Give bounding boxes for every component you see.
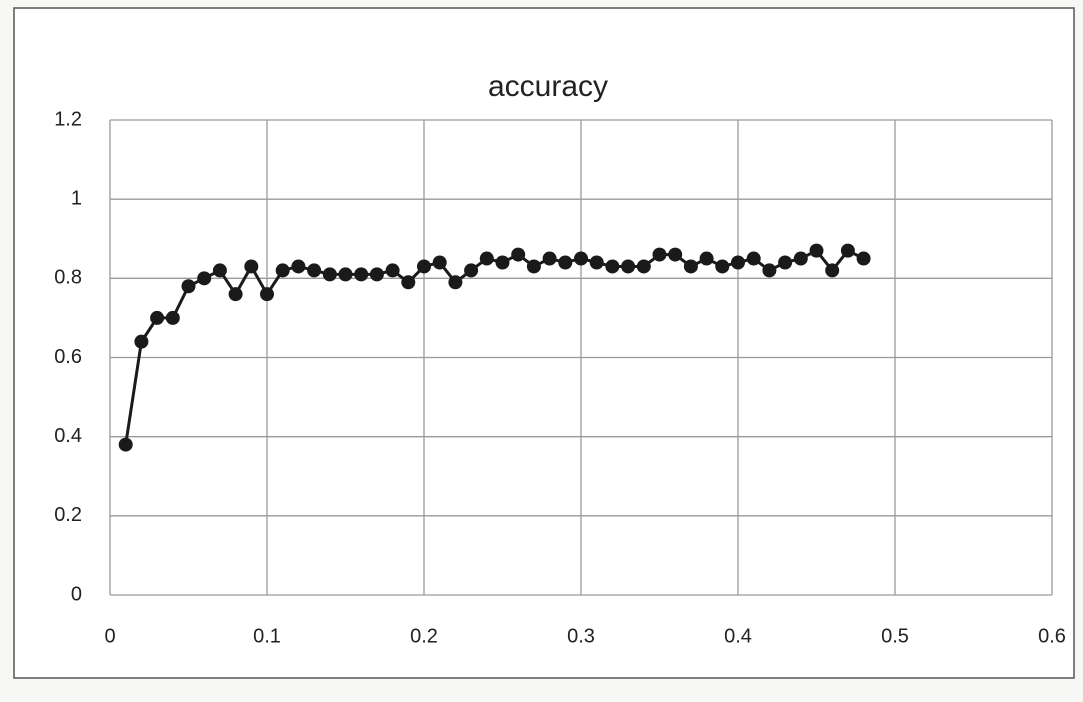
data-point [307,263,321,277]
data-point [323,267,337,281]
data-point [119,438,133,452]
data-point [558,256,572,270]
data-point [511,248,525,262]
y-tick-label: 1.2 [54,108,82,130]
data-point [166,311,180,325]
data-point [605,259,619,273]
data-point [621,259,635,273]
x-tick-label: 0 [104,625,115,647]
y-tick-label: 1 [71,187,82,209]
data-point [543,252,557,266]
data-point [370,267,384,281]
data-point [197,271,211,285]
x-tick-label: 0.2 [410,625,438,647]
data-point [464,263,478,277]
data-point [354,267,368,281]
data-point [841,244,855,258]
data-point [825,263,839,277]
data-point [496,256,510,270]
data-point [778,256,792,270]
data-point [244,259,258,273]
data-point [480,252,494,266]
x-tick-label: 0.5 [881,625,909,647]
data-point [637,259,651,273]
data-point [794,252,808,266]
data-point [590,256,604,270]
data-point [182,279,196,293]
data-point [213,263,227,277]
data-point [134,335,148,349]
y-tick-label: 0 [71,583,82,605]
data-point [684,259,698,273]
data-point [857,252,871,266]
data-point [762,263,776,277]
x-tick-label: 0.6 [1038,625,1066,647]
data-point [386,263,400,277]
data-point [417,259,431,273]
chart: accuracy 0 0.2 0.4 0.6 0.8 1 1.2 0 0.1 0.2 0.3 0.4 0… [0,0,1083,702]
data-point [276,263,290,277]
data-point [527,259,541,273]
x-tick-label: 0.4 [724,625,752,647]
data-point [401,275,415,289]
data-point [150,311,164,325]
data-point [731,256,745,270]
data-point [715,259,729,273]
data-point [668,248,682,262]
chart-title: accuracy [488,70,608,103]
data-point [448,275,462,289]
y-tick-label: 0.6 [54,346,82,368]
x-tick-label: 0.1 [253,625,281,647]
y-tick-label: 0.4 [54,425,82,447]
data-point [291,259,305,273]
x-tick-label: 0.3 [567,625,595,647]
data-point [810,244,824,258]
data-point [574,252,588,266]
data-point [747,252,761,266]
data-point [433,256,447,270]
chart-border [14,8,1074,678]
data-point [260,287,274,301]
y-tick-label: 0.2 [54,504,82,526]
data-point [653,248,667,262]
data-point [229,287,243,301]
data-point [339,267,353,281]
y-tick-label: 0.8 [54,267,82,289]
data-point [700,252,714,266]
